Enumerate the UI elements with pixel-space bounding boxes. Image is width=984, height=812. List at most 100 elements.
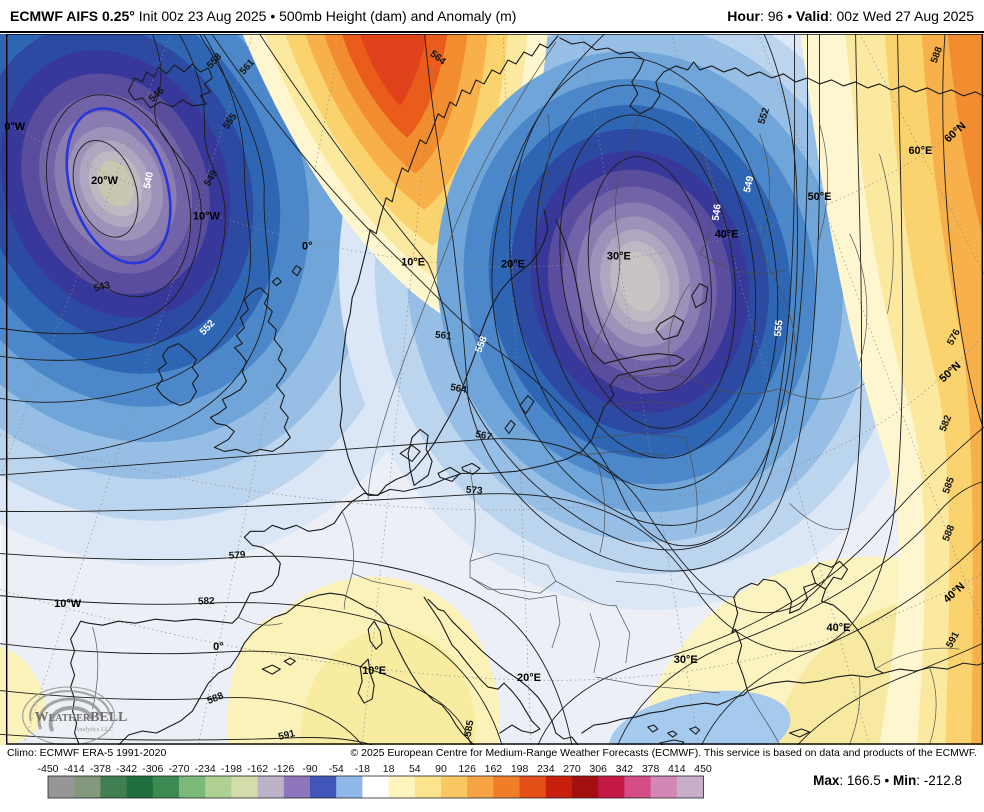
colorbar-segment (362, 776, 390, 798)
map-label: 30°E (674, 654, 698, 666)
colorbar-segment (179, 776, 206, 798)
map-label: -162 (247, 763, 268, 775)
page-title: ECMWF AIFS 0.25° Init 00z 23 Aug 2025 • … (10, 7, 517, 24)
map-label: -378 (90, 763, 111, 775)
map-label: 573 (466, 485, 484, 497)
map-label: 10°W (193, 211, 221, 223)
colorbar-segment (74, 776, 101, 798)
map-label: 10°E (362, 665, 386, 677)
colorbar-border (47, 775, 704, 799)
colorbar-segment (336, 776, 363, 798)
map-label: 20°E (517, 672, 541, 684)
map-label: -90 (302, 763, 317, 775)
map-label: 582 (198, 596, 215, 608)
colorbar-segment (310, 776, 337, 798)
map-label: 342 (616, 763, 634, 775)
colorbar-segment (257, 776, 285, 798)
map-label: 54 (409, 763, 421, 775)
colorbar-segment (205, 776, 232, 798)
map-label: 0° (213, 641, 224, 653)
map-label: 126 (458, 763, 476, 775)
map-label: 549 (742, 175, 756, 194)
map-label: 306 (589, 763, 607, 775)
map-label: -126 (273, 763, 294, 775)
map-label: 567 (474, 429, 493, 443)
map-label: -450 (37, 763, 58, 775)
colorbar-segment (48, 776, 75, 798)
colorbar-segment (231, 776, 259, 798)
map-label: 378 (642, 763, 660, 775)
map-label: 564 (449, 382, 468, 396)
map-label: 591 (277, 728, 296, 743)
map-label: 555 (773, 319, 786, 337)
colorbar-segment (572, 776, 599, 798)
colorbar: -450 -414 -378 -342 -306 -270 -234 -198 -162 -126… (0, 761, 984, 807)
map-label: -234 (195, 763, 216, 775)
map-label: -18 (355, 763, 370, 775)
coastlines (70, 35, 984, 745)
map-label: 90 (435, 763, 447, 775)
country-borders (92, 41, 960, 745)
colorbar-segment (388, 776, 416, 798)
colorbar-segment (598, 776, 625, 798)
map-label: 450 (694, 763, 712, 775)
map-label: 540 (142, 171, 156, 190)
map-label: 543 (93, 280, 112, 295)
forecast-time: Hour: 96 • Valid: 00z Wed 27 Aug 2025 (727, 7, 974, 24)
map-label: 552 (756, 106, 772, 126)
map-label: 579 (229, 550, 247, 562)
map-label: 18 (383, 763, 395, 775)
colorbar-segment (650, 776, 678, 798)
attribution-bar: Climo: ECMWF ERA-5 1991-2020 © 2025 Euro… (0, 747, 984, 761)
contour-540-highlight (65, 107, 172, 265)
colorbar-segment (545, 776, 573, 798)
map-label: -270 (168, 763, 189, 775)
climo-note: Climo: ECMWF ERA-5 1991-2020 (7, 747, 167, 759)
colorbar-segment (152, 776, 180, 798)
map-label: 546 (711, 203, 724, 221)
map-label: 10°W (54, 598, 82, 610)
graticule (0, 34, 984, 745)
min-value: -212.8 (923, 773, 962, 788)
colorbar-segment (441, 776, 468, 798)
map-label: -54 (329, 763, 344, 775)
map-label: 585 (463, 719, 477, 738)
watermark-subtext: Analytics LLC (75, 726, 114, 733)
colorbar-segment (283, 776, 311, 798)
map-label: 270 (563, 763, 581, 775)
map-label: 40°E (715, 229, 739, 241)
model-name: ECMWF AIFS 0.25° (10, 7, 135, 24)
map-label: 50°E (808, 191, 832, 203)
map-label: 585 (941, 475, 957, 495)
colorbar-segment (676, 776, 704, 798)
colorbar-segment (467, 776, 494, 798)
map-label: 20°E (501, 259, 525, 271)
colorbar-segment (414, 776, 442, 798)
map-label: -198 (221, 763, 242, 775)
colorbar-segment (100, 776, 128, 798)
map-label: 10°E (401, 257, 425, 269)
colorbar-scale: -450 -414 -378 -342 -306 -270 -234 -198 -162 -126… (37, 763, 712, 799)
map-label: 414 (668, 763, 686, 775)
map-label: 588 (929, 45, 945, 65)
colorbar-segment (519, 776, 547, 798)
colorbar-segment (624, 776, 652, 798)
max-min-readout: Max: 166.5 • Min: -212.8 (813, 773, 962, 788)
map-label: 0° (302, 241, 313, 253)
height-contours (0, 34, 984, 745)
weatherbell-watermark: WeatherBELL Analytics LLC (22, 686, 127, 745)
map-frame (5, 34, 984, 745)
map-label: 561 (434, 330, 452, 343)
map-label: 40°E (827, 622, 851, 634)
map-area: WeatherBELL Analytics LLC 543 546 549 555 55… (0, 34, 984, 745)
map-label: 234 (537, 763, 555, 775)
map-label: 198 (511, 763, 529, 775)
map-label: 20°W (91, 175, 119, 187)
map-label: -414 (64, 763, 85, 775)
map-label: 162 (485, 763, 503, 775)
colorbar-segment (126, 776, 154, 798)
map-label: 60°E (908, 145, 932, 157)
header-bar: ECMWF AIFS 0.25° Init 00z 23 Aug 2025 • … (0, 0, 984, 33)
max-value: 166.5 (846, 773, 881, 788)
copyright-note: © 2025 European Centre for Medium-Range … (350, 747, 977, 759)
